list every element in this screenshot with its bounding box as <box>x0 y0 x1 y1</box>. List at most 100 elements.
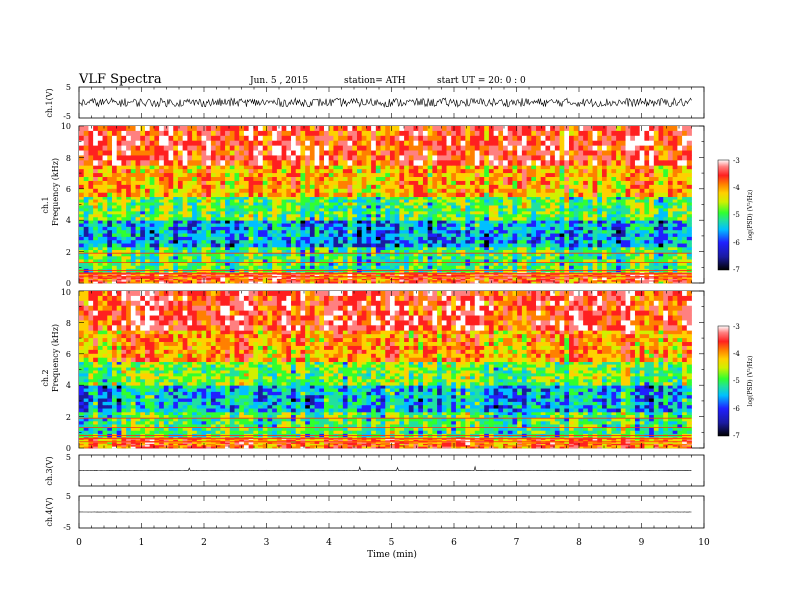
spectrogram-cell <box>177 208 184 212</box>
spectrogram-cell <box>300 250 306 254</box>
spectrogram-cell <box>168 246 174 251</box>
spectrogram-cell <box>630 199 636 203</box>
spectrogram-cell <box>352 246 358 251</box>
spectrogram-cell <box>324 223 330 228</box>
spectrogram-cell <box>342 214 348 218</box>
spectrogram-cell <box>503 211 509 215</box>
spectrogram-cell <box>333 253 339 257</box>
spectrogram-cell <box>663 240 669 244</box>
spectrogram-cell <box>460 262 466 267</box>
spectrogram-cell <box>658 177 664 182</box>
spectrogram-cell <box>159 177 165 182</box>
spectrogram-cell <box>140 177 146 182</box>
spectrogram-cell <box>611 205 617 209</box>
spectrogram-cell <box>154 246 160 251</box>
spectrogram-cell <box>121 272 127 274</box>
spectrogram-cell <box>97 169 103 174</box>
spectrogram-cell <box>653 165 659 170</box>
spectrogram-cell <box>111 272 118 274</box>
spectrogram-cell <box>559 246 565 251</box>
spectrogram-cell <box>272 217 278 221</box>
spectrogram-cell <box>192 277 198 280</box>
spectrogram-cell <box>470 196 476 200</box>
spectrogram-cell <box>672 184 678 190</box>
spectrogram-cell <box>286 280 292 283</box>
spectrogram-cell <box>686 259 692 263</box>
spectrogram-cell <box>201 199 207 203</box>
spectrogram-cell <box>682 180 688 186</box>
spectrogram-cell <box>512 230 518 234</box>
spectrogram-cell <box>517 180 523 186</box>
spectrogram-cell <box>667 230 674 234</box>
spectrogram-cell <box>154 177 160 182</box>
spectrogram-cell <box>658 196 664 200</box>
spectrogram-cell <box>653 169 659 174</box>
spectrogram-cell <box>625 278 631 281</box>
spectrogram-cell <box>83 214 89 218</box>
spectrogram-cell <box>121 214 127 218</box>
spectrogram-cell <box>498 217 504 221</box>
spectrogram-cell <box>210 220 217 224</box>
spectrogram-cell <box>168 230 174 234</box>
spectrogram-cell <box>474 165 480 170</box>
spectrogram-cell <box>554 272 560 274</box>
spectrogram-cell <box>667 169 674 174</box>
spectrogram-cell <box>347 281 353 284</box>
spectrogram-cell <box>187 217 193 221</box>
spectrogram-cell <box>380 214 386 218</box>
spectrogram-cell <box>371 280 377 283</box>
spectrogram-cell <box>498 205 504 209</box>
spectrogram-cell <box>385 165 391 170</box>
spectrogram-cell <box>394 211 400 215</box>
spectrogram-cell <box>526 246 532 251</box>
spectrogram-cell <box>187 226 193 231</box>
spectrogram-cell <box>130 173 136 178</box>
spectrogram-cell <box>470 199 476 203</box>
spectrogram-cell <box>418 259 424 263</box>
spectrogram-cell <box>597 265 603 270</box>
spectrogram-cell <box>220 214 226 218</box>
spectrogram-cell <box>168 180 174 186</box>
spectrogram-cell <box>248 274 254 277</box>
spectrogram-cell <box>201 246 207 251</box>
spectrogram-cell <box>592 208 598 212</box>
spectrogram-cell <box>606 208 612 212</box>
spectrogram-cell <box>569 233 575 238</box>
spectrogram-cell <box>121 173 127 178</box>
spectrogram-cell <box>319 233 325 238</box>
spectrogram-cell <box>121 259 127 263</box>
spectrogram-cell <box>460 177 466 182</box>
spectrogram-cell <box>587 208 593 212</box>
spectrogram-cell <box>243 281 250 284</box>
spectrogram-cell <box>484 169 490 174</box>
spectrogram-cell <box>187 230 193 234</box>
spectrogram-cell <box>309 280 315 283</box>
spectrogram-cell <box>201 272 207 274</box>
spectrogram-cell <box>667 259 674 263</box>
spectrogram-cell <box>342 180 348 186</box>
spectrogram-cell <box>545 180 551 186</box>
spectrogram-cell <box>319 280 325 283</box>
spectrogram-cell <box>220 278 226 281</box>
spectrogram-cell <box>667 177 674 182</box>
spectrogram-cell <box>210 259 217 263</box>
spectrogram-cell <box>319 273 325 276</box>
spectrogram-cell <box>455 217 462 221</box>
spectrogram-cell <box>163 180 169 186</box>
spectrogram-cell <box>324 277 330 280</box>
spectrogram-cell <box>243 217 250 221</box>
spectrogram-cell <box>262 236 268 241</box>
spectrogram-cell <box>102 226 108 231</box>
spectrogram-cell <box>300 169 306 174</box>
spectrogram-cell <box>93 180 99 186</box>
spectrogram-cell <box>243 265 250 270</box>
spectrogram-cell <box>225 202 231 206</box>
spectrogram-cell <box>587 205 593 209</box>
spectrogram-cell <box>573 233 579 238</box>
spectrogram-cell <box>201 273 207 276</box>
spectrogram-cell <box>371 169 377 174</box>
spectrogram-cell <box>479 274 485 277</box>
spectrogram-cell <box>630 250 636 254</box>
spectrogram-cell <box>404 217 410 221</box>
spectrogram-cell <box>569 277 575 280</box>
